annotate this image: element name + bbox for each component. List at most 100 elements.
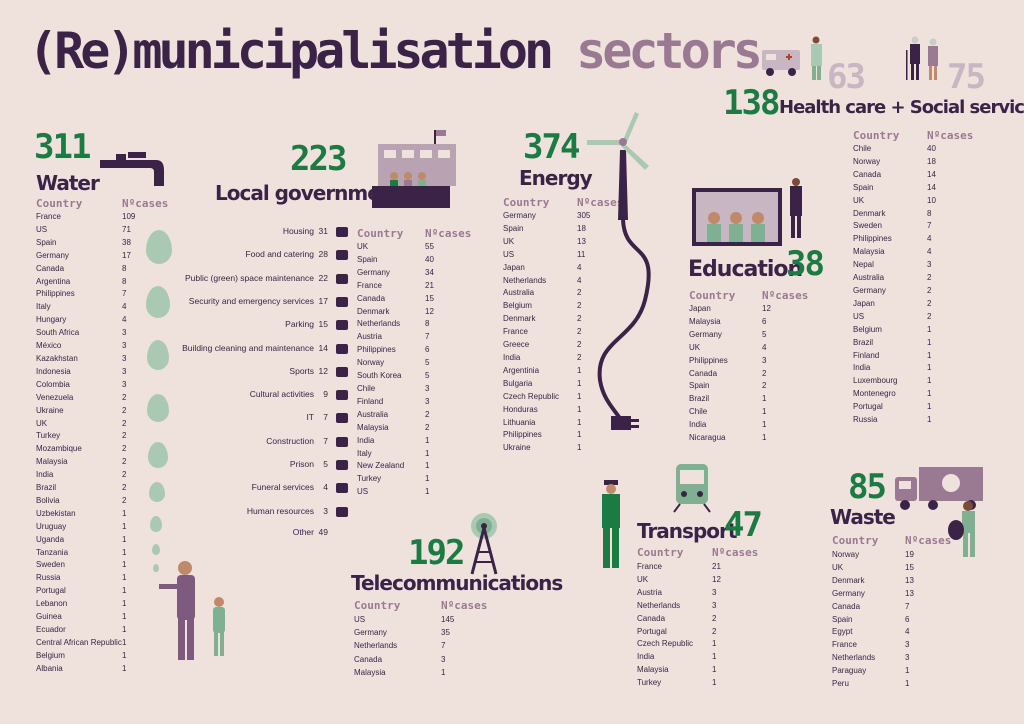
cases-cell: 12 (762, 304, 771, 313)
table-row: UK 4 (689, 342, 771, 355)
table-row: Ukraine 1 (503, 442, 590, 455)
country-cell: India (357, 435, 375, 445)
cases-cell: 2 (122, 483, 127, 493)
country-cell: Brazil (689, 394, 710, 404)
category-count: 3 (323, 505, 328, 516)
country-cell: Spain (689, 381, 710, 391)
country-cell: Greece (503, 340, 530, 350)
table-row: Central African Republic 1 (36, 637, 135, 650)
table-row: Portugal 1 (36, 585, 135, 598)
cases-cell: 15 (905, 562, 914, 572)
table-row: Ecuador 1 (36, 624, 135, 637)
cases-cell: 3 (122, 341, 127, 351)
category-item: IT 7 (306, 410, 350, 424)
table-row: Portugal 1 (853, 401, 936, 414)
country-cell: Tanzania (36, 547, 69, 557)
table-row: Mozambique 2 (36, 443, 135, 456)
country-cell: US (503, 249, 515, 259)
cases-cell: 21 (425, 280, 434, 290)
cases-cell: 2 (712, 613, 717, 623)
education-cases-header: Nºcases (762, 289, 809, 302)
drop-icon (148, 442, 168, 468)
cases-cell: 1 (577, 391, 582, 401)
category-item: Security and emergency services 17 (189, 294, 350, 308)
cases-cell: 1 (905, 679, 910, 689)
cases-cell: 18 (927, 156, 936, 166)
table-row: Netherlands 3 (637, 600, 721, 613)
cases-cell: 5 (762, 329, 767, 339)
cases-cell: 10 (927, 195, 936, 205)
waste-title: Waste (830, 505, 896, 529)
country-cell: Philippines (689, 355, 728, 365)
category-label: Prison (289, 459, 314, 469)
category-label: Public (green) space maintenance (185, 272, 314, 283)
table-row: Egypt 4 (832, 626, 914, 639)
country-cell: Malaysia (637, 665, 669, 675)
table-row: France 21 (637, 561, 721, 574)
country-cell: Malaysia (36, 457, 68, 467)
man-and-child-illustration (159, 561, 225, 660)
cases-cell: 6 (425, 345, 430, 355)
country-cell: India (853, 363, 871, 373)
country-cell: Germany (689, 329, 722, 339)
category-count: 5 (323, 459, 328, 469)
table-row: Turkey 1 (357, 473, 434, 486)
drop-icon (147, 340, 169, 370)
cases-cell: 1 (762, 394, 767, 404)
country-cell: Uganda (36, 534, 65, 544)
health-care-number: 63 (827, 57, 866, 97)
table-row: Russia 1 (853, 414, 936, 427)
cases-cell: 1 (577, 430, 582, 440)
country-cell: Bulgaria (503, 378, 533, 388)
cases-cell: 18 (577, 223, 586, 233)
garbage-truck-illustration (895, 467, 983, 510)
country-cell: Guinea (36, 612, 62, 622)
cases-cell: 3 (122, 353, 127, 363)
cases-cell: 2 (425, 409, 430, 419)
table-row: Spain 6 (832, 614, 914, 627)
cases-cell: 1 (425, 448, 430, 458)
cases-cell: 2 (122, 457, 127, 467)
country-cell: Ukraine (503, 443, 531, 453)
table-row: Albania 1 (36, 663, 135, 676)
category-count: 28 (318, 249, 328, 260)
table-row: South Africa 3 (36, 327, 135, 340)
table-row: Spain 40 (357, 254, 434, 267)
table-row: Netherlands 3 (832, 652, 914, 665)
health-country-header: Country (853, 129, 900, 142)
cases-cell: 4 (122, 302, 127, 312)
cases-cell: 3 (712, 600, 717, 610)
country-cell: Honduras (503, 404, 538, 414)
health-title: Health care + Social services (779, 97, 1024, 118)
category-count: 49 (318, 526, 328, 537)
cases-cell: 1 (927, 337, 932, 347)
cases-cell: 1 (927, 363, 932, 373)
category-count: 31 (318, 226, 328, 236)
local-government-total: 223 (290, 139, 347, 179)
category-item: Building cleaning and maintenance 14 (182, 341, 350, 355)
cases-cell: 4 (905, 627, 910, 637)
cases-cell: 2 (122, 431, 127, 441)
category-label: Parking (285, 319, 314, 330)
table-row: Argentinia 1 (503, 365, 590, 378)
education-table: Japan 12 Malaysia 6 Germany 5 UK 4 Philippines 3 C… (689, 303, 771, 445)
country-cell: Canada (853, 169, 882, 179)
table-row: India 1 (853, 362, 936, 375)
country-cell: UK (853, 195, 865, 205)
transport-title: Transport (637, 519, 737, 543)
country-cell: Indonesia (36, 366, 71, 376)
table-row: Brazil 1 (853, 337, 936, 350)
country-cell: UK (36, 418, 48, 428)
table-row: Brazil 2 (36, 482, 135, 495)
country-cell: Malaysia (354, 667, 386, 677)
country-cell: UK (637, 574, 649, 584)
country-cell: India (637, 652, 655, 662)
table-row: UK 13 (503, 236, 590, 249)
country-cell: Spain (36, 237, 57, 247)
cases-cell: 21 (712, 562, 721, 571)
table-row: Chile 40 (853, 143, 936, 156)
table-row: US 1 (357, 486, 434, 499)
category-icon (336, 366, 348, 377)
country-cell: Netherlands (503, 275, 547, 285)
cases-cell: 2 (927, 311, 932, 321)
